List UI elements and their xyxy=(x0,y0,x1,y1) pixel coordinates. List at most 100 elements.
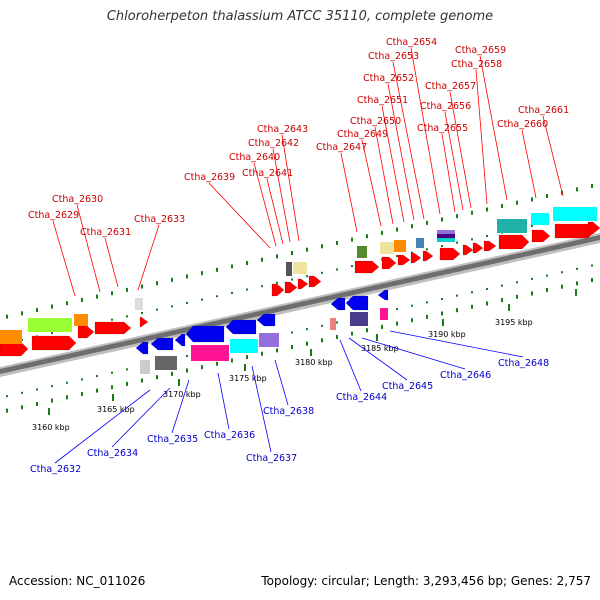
gene-arrow xyxy=(94,321,132,335)
tick-dot xyxy=(486,234,488,237)
reverse-leader xyxy=(54,389,151,464)
tick-dot xyxy=(81,378,83,381)
gene-box xyxy=(380,308,388,320)
major-tick xyxy=(112,394,114,401)
tick-dot xyxy=(156,281,158,286)
tick-dot xyxy=(276,254,278,259)
tick-dot xyxy=(516,281,518,284)
gene-box xyxy=(437,230,455,234)
tick-dot xyxy=(456,214,458,219)
forward-gene-label: Ctha_2643 xyxy=(257,124,308,135)
tick-dot xyxy=(546,274,548,277)
tick-dot xyxy=(36,388,38,391)
tick-dot xyxy=(306,247,308,252)
major-tick xyxy=(244,364,246,371)
gene-arrow xyxy=(135,341,149,355)
forward-leader xyxy=(340,152,358,233)
major-tick xyxy=(310,349,312,356)
tick-dot xyxy=(6,408,8,413)
gene-box xyxy=(140,360,150,374)
reverse-gene-label: Ctha_2636 xyxy=(204,430,255,441)
tick-label: 3190 kbp xyxy=(428,330,466,339)
tick-dot xyxy=(426,248,428,251)
forward-leader xyxy=(208,182,271,249)
gene-box xyxy=(350,312,368,326)
forward-gene-label: Ctha_2641 xyxy=(242,168,293,179)
label-leaders xyxy=(52,47,564,464)
forward-gene-label: Ctha_2630 xyxy=(52,194,103,205)
forward-gene-label: Ctha_2657 xyxy=(425,81,476,92)
tick-dot xyxy=(561,284,563,289)
tick-dot xyxy=(126,287,128,292)
gene-box xyxy=(330,318,336,330)
tick-dot xyxy=(276,348,278,353)
forward-gene-label: Ctha_2633 xyxy=(134,214,185,225)
gene-box xyxy=(155,356,177,370)
tick-dot xyxy=(471,291,473,294)
tick-dot xyxy=(411,251,413,254)
reverse-gene-label: Ctha_2646 xyxy=(440,370,491,381)
tick-dot xyxy=(576,281,578,286)
tick-dot xyxy=(186,368,188,373)
tick-dot xyxy=(426,301,428,304)
forward-leader xyxy=(542,115,564,197)
tick-dot xyxy=(306,275,308,278)
tick-dot xyxy=(471,304,473,309)
gene-arrow xyxy=(483,240,497,252)
forward-gene-label: Ctha_2642 xyxy=(248,138,299,149)
reverse-gene-label: Ctha_2634 xyxy=(87,448,138,459)
tick-dot xyxy=(531,224,533,227)
gene-arrow xyxy=(397,254,411,266)
tick-dot xyxy=(291,345,293,350)
forward-gene-label: Ctha_2629 xyxy=(28,210,79,221)
gene-arrow xyxy=(139,316,149,328)
tick-dot xyxy=(6,314,8,319)
tick-dot xyxy=(531,197,533,202)
gene-box xyxy=(135,298,143,310)
tick-dot xyxy=(501,298,503,303)
tick-dot xyxy=(381,324,383,329)
gene-box xyxy=(380,242,394,254)
forward-leader xyxy=(392,61,425,220)
tick-dot xyxy=(66,381,68,384)
tick-dot xyxy=(141,378,143,383)
tick-label: 3160 kbp xyxy=(32,423,70,432)
tick-labels: 3160 kbp 3165 kbp 3170 kbp 3175 kbp 3180 kbp… xyxy=(32,318,533,432)
tick-label: 3170 kbp xyxy=(163,390,201,399)
genome-backbone xyxy=(0,233,600,377)
tick-dot xyxy=(126,368,128,371)
forward-gene-label: Ctha_2654 xyxy=(386,37,437,48)
tick-dot xyxy=(141,284,143,289)
forward-gene-label: Ctha_2631 xyxy=(80,227,131,238)
gene-box xyxy=(286,262,292,276)
gene-arrow xyxy=(345,295,369,311)
tick-dot xyxy=(261,257,263,262)
tick-dot xyxy=(321,244,323,249)
tick-dot xyxy=(336,268,338,271)
gene-arrow xyxy=(297,278,309,290)
tick-dot xyxy=(396,227,398,232)
tick-dot xyxy=(201,365,203,370)
forward-gene-label: Ctha_2653 xyxy=(368,51,419,62)
gene-arrow xyxy=(256,313,276,327)
tick-dot xyxy=(66,395,68,400)
forward-gene-label: Ctha_2660 xyxy=(497,119,548,130)
tick-dot xyxy=(396,255,398,258)
forward-gene-label: Ctha_2652 xyxy=(363,73,414,84)
tick-dot xyxy=(591,184,593,189)
tick-dot xyxy=(546,194,548,199)
gene-arrow xyxy=(174,333,186,347)
gene-box xyxy=(191,345,229,361)
tick-dot xyxy=(51,332,53,335)
tick-dot xyxy=(306,328,308,331)
tick-dot xyxy=(456,294,458,297)
tick-dot xyxy=(261,351,263,356)
tick-dot xyxy=(486,287,488,290)
forward-leader xyxy=(444,111,464,211)
forward-leader xyxy=(475,69,488,205)
forward-leader xyxy=(374,126,394,225)
tick-dot xyxy=(111,385,113,390)
tick-dot xyxy=(411,304,413,307)
tick-dot xyxy=(501,204,503,209)
reverse-gene-label: Ctha_2635 xyxy=(147,434,198,445)
